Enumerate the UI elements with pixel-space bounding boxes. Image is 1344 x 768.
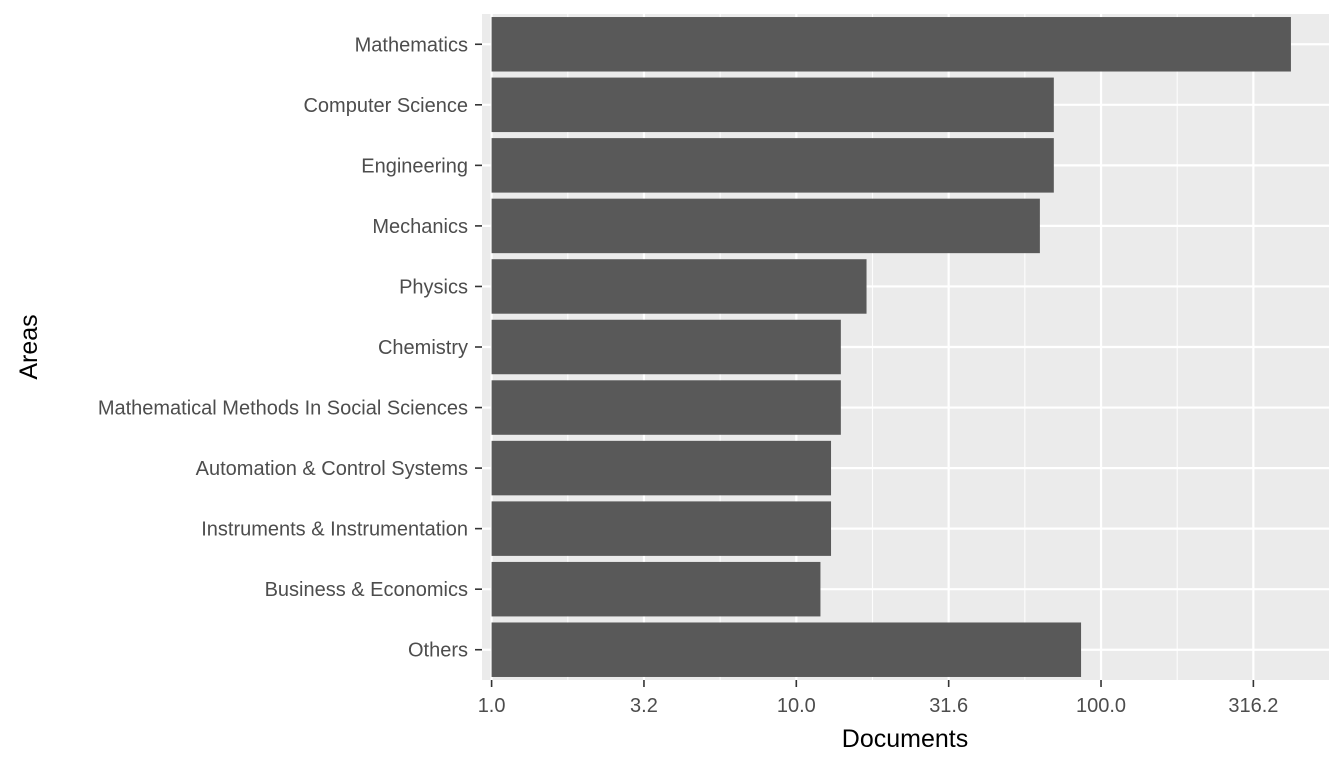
- y-tick-label: Mathematical Methods In Social Sciences: [98, 398, 468, 420]
- bar-mathematical-methods-in-social-sciences: [491, 380, 841, 435]
- x-tick-label: 100.0: [1076, 695, 1126, 717]
- bar-physics: [491, 259, 867, 314]
- y-tick-label: Engineering: [361, 155, 468, 177]
- y-tick-label: Others: [408, 640, 468, 662]
- x-axis: 1.0 3.2 10.0 31.6 100.0 316.2: [478, 680, 1278, 717]
- x-tick-label: 316.2: [1228, 695, 1278, 717]
- y-tick-label: Mechanics: [372, 216, 468, 238]
- bar-engineering: [491, 138, 1054, 193]
- bar-business-economics: [491, 561, 821, 617]
- y-tick-label: Physics: [399, 276, 468, 298]
- x-axis-title: Documents: [842, 725, 968, 753]
- y-tick-label: Computer Science: [303, 95, 468, 117]
- x-tick-label: 1.0: [478, 695, 506, 717]
- bar-chemistry: [491, 319, 841, 375]
- x-tick-label: 10.0: [777, 695, 816, 717]
- y-tick-label: Business & Economics: [265, 579, 468, 601]
- bar-automation-control-systems: [491, 440, 832, 496]
- y-tick-label: Automation & Control Systems: [196, 458, 468, 480]
- x-tick-label: 3.2: [630, 695, 658, 717]
- bar-mathematics: [491, 17, 1291, 72]
- x-tick-label: 31.6: [929, 695, 968, 717]
- y-tick-label: Instruments & Instrumentation: [201, 519, 468, 541]
- y-tick-label: Mathematics: [355, 34, 468, 56]
- bar-instruments-instrumentation: [491, 501, 832, 556]
- y-axis-title: Areas: [15, 314, 43, 379]
- bar-mechanics: [491, 198, 1040, 254]
- bars: [491, 17, 1291, 677]
- bar-computer-science: [491, 77, 1054, 133]
- y-axis: Mathematics Computer Science Engineering Me…: [98, 34, 482, 662]
- bar-others: [491, 622, 1082, 677]
- y-tick-label: Chemistry: [378, 337, 468, 359]
